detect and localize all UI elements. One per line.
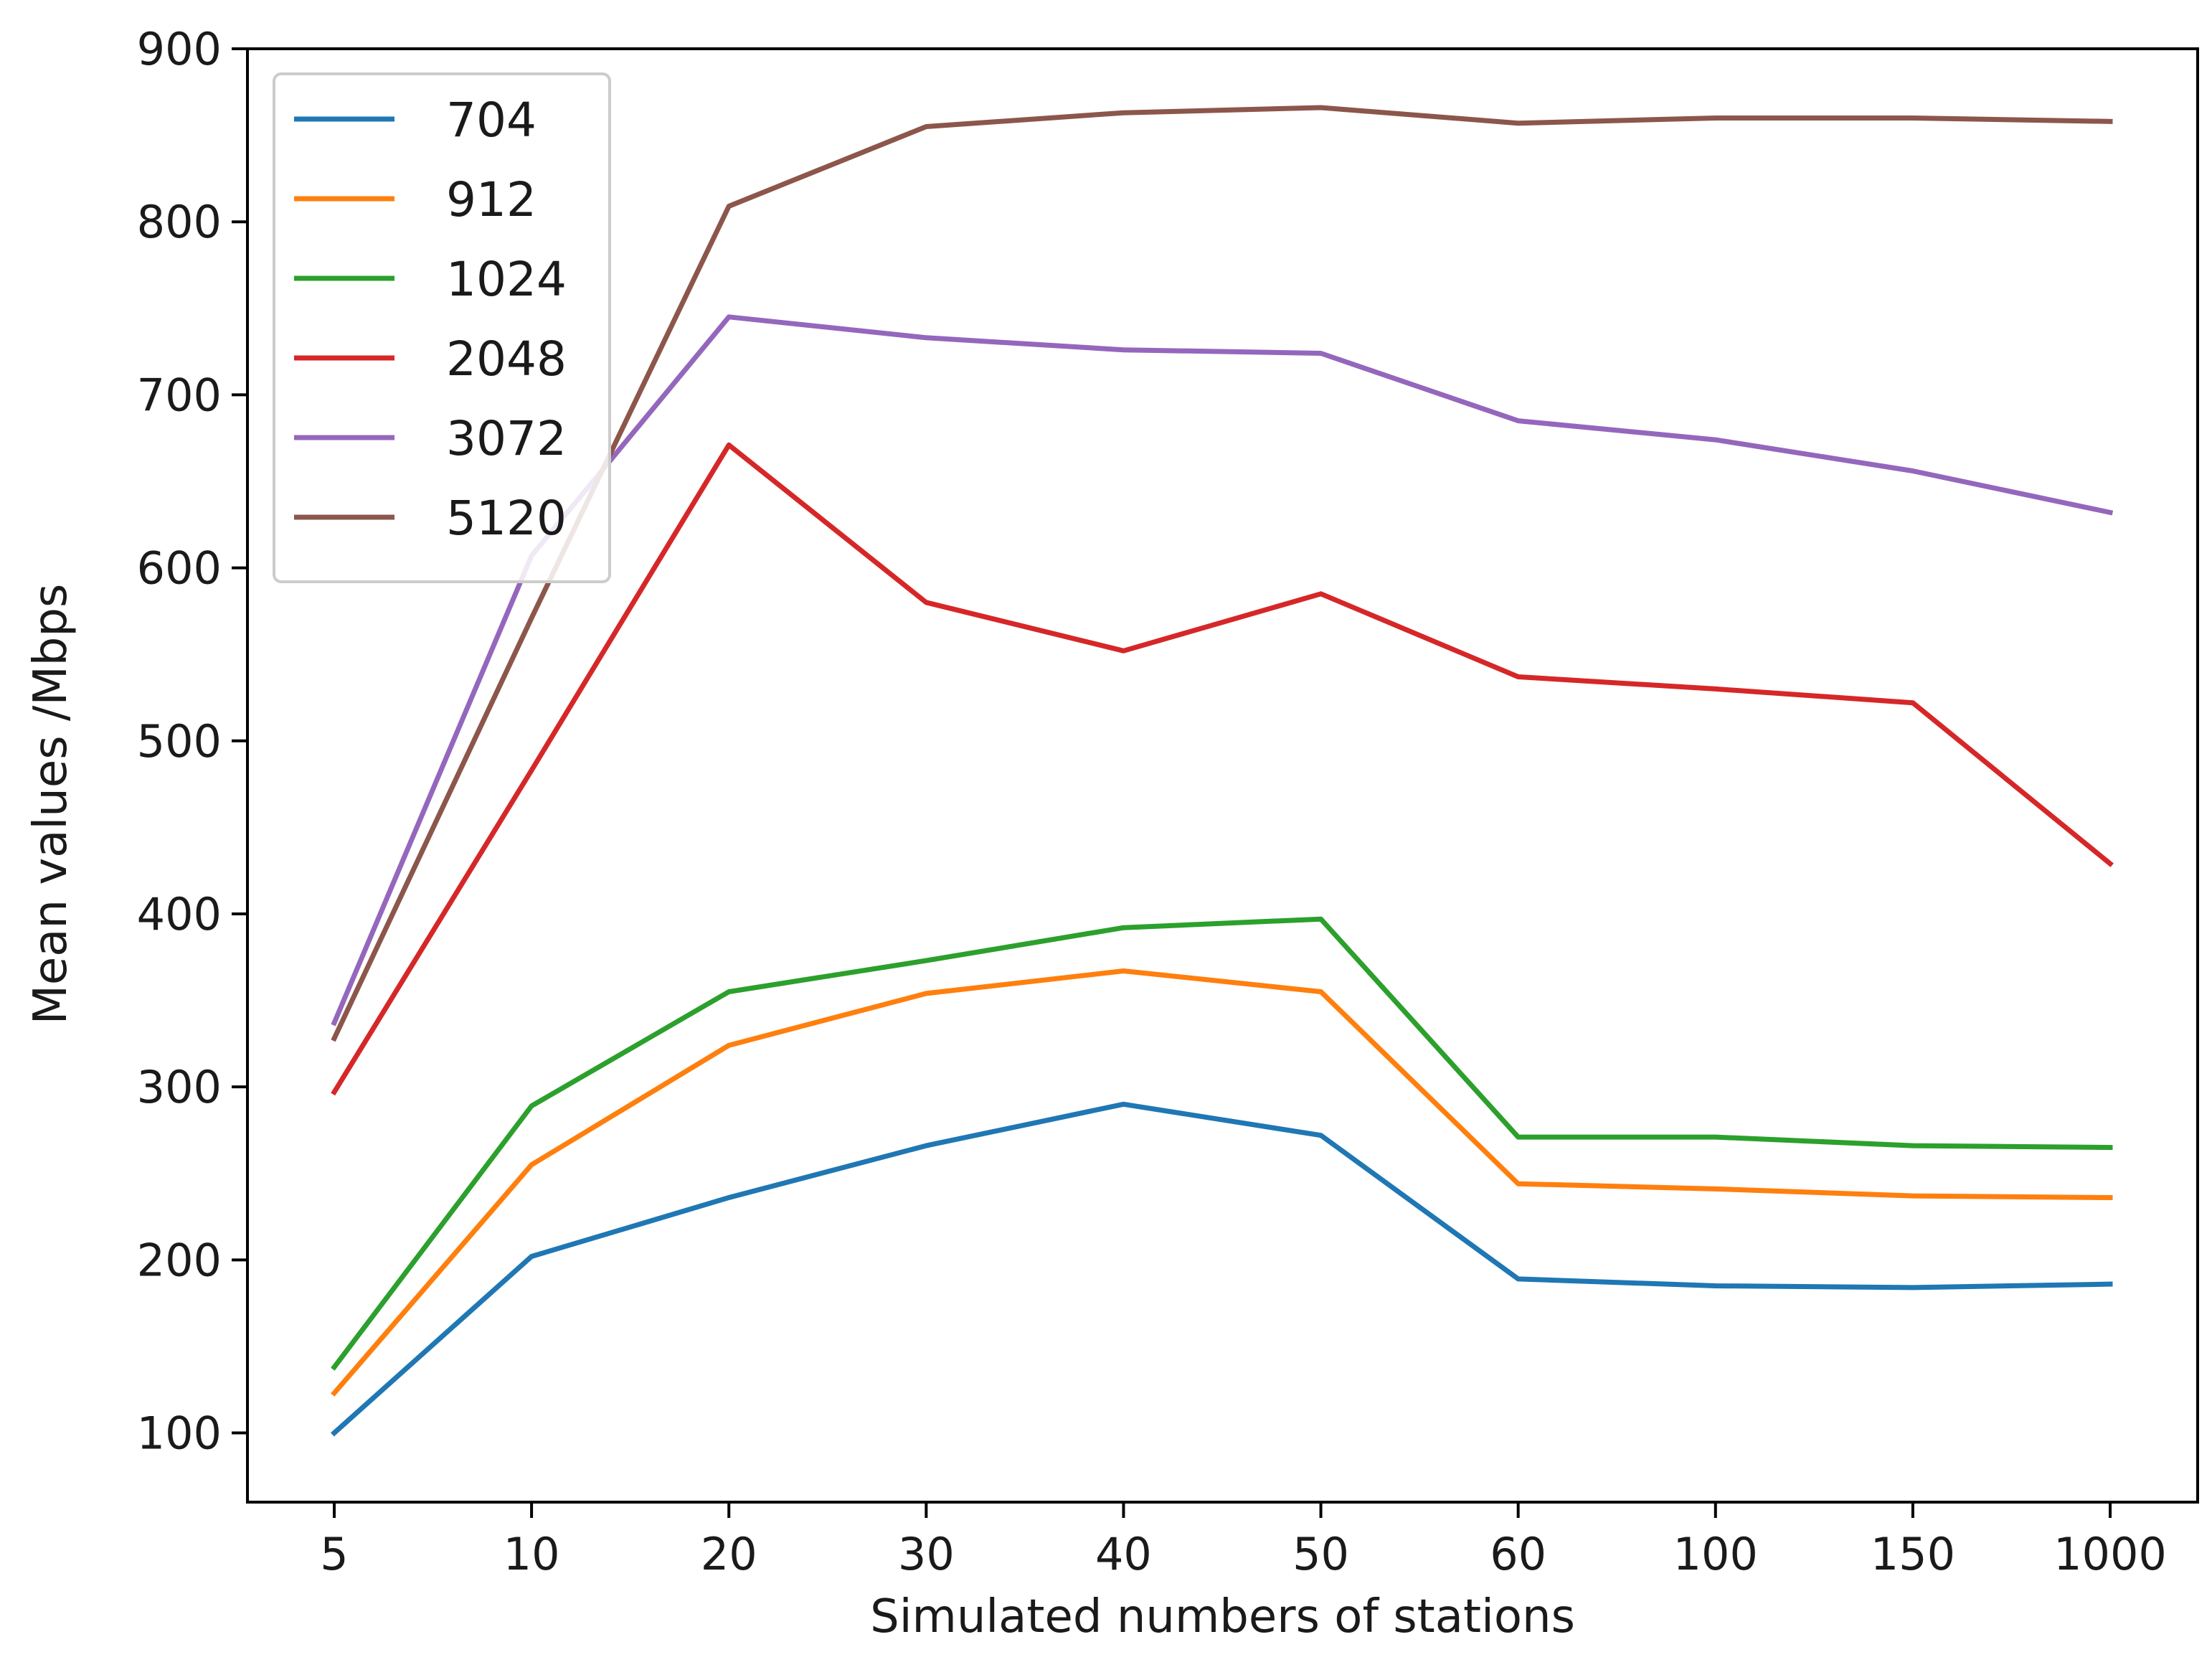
x-tick-label: 5 xyxy=(320,1528,348,1580)
legend-label-2048: 2048 xyxy=(446,331,567,387)
x-axis-ticks: 5 10 20 30 40 50 60 100 150 1000 xyxy=(320,1502,2167,1580)
y-tick-label: 300 xyxy=(137,1061,222,1113)
y-tick-label: 100 xyxy=(137,1407,222,1460)
x-tick-label: 20 xyxy=(701,1528,757,1580)
series-line-2048 xyxy=(331,442,2114,1096)
x-tick-label: 1000 xyxy=(2053,1528,2167,1580)
legend-label-912: 912 xyxy=(446,172,537,227)
y-tick-label: 800 xyxy=(137,196,222,248)
x-tick-label: 30 xyxy=(898,1528,955,1580)
y-tick-label: 500 xyxy=(137,715,222,768)
y-axis-title: Mean values /Mbps xyxy=(24,584,77,1025)
series-line-1024 xyxy=(331,916,2113,1371)
y-axis-ticks: 100 200 300 400 500 600 700 800 900 xyxy=(137,23,247,1460)
legend-label-704: 704 xyxy=(446,93,537,148)
y-tick-label: 700 xyxy=(137,369,222,421)
legend: 704 912 1024 2048 3072 5120 xyxy=(273,72,611,583)
y-tick-label: 400 xyxy=(137,888,222,940)
series-line-704 xyxy=(331,1101,2113,1437)
series-line-5120 xyxy=(331,105,2113,1042)
legend-label-1024: 1024 xyxy=(446,252,567,307)
series-line-912 xyxy=(331,968,2113,1397)
x-tick-label: 60 xyxy=(1490,1528,1546,1580)
x-axis-title: Simulated numbers of stations xyxy=(870,1590,1575,1643)
series-line-3072 xyxy=(331,314,2114,1027)
x-tick-label: 150 xyxy=(1871,1528,1955,1580)
legend-label-3072: 3072 xyxy=(446,411,567,466)
plot-frame xyxy=(246,47,2199,1504)
x-tick-label: 40 xyxy=(1095,1528,1152,1580)
legend-label-5120: 5120 xyxy=(446,491,567,546)
x-tick-label: 100 xyxy=(1673,1528,1758,1580)
y-tick-label: 600 xyxy=(137,542,222,595)
y-tick-label: 900 xyxy=(137,23,222,75)
x-tick-label: 10 xyxy=(504,1528,560,1580)
x-tick-label: 50 xyxy=(1292,1528,1349,1580)
y-tick-label: 200 xyxy=(137,1234,222,1286)
series-lines xyxy=(331,105,2114,1437)
